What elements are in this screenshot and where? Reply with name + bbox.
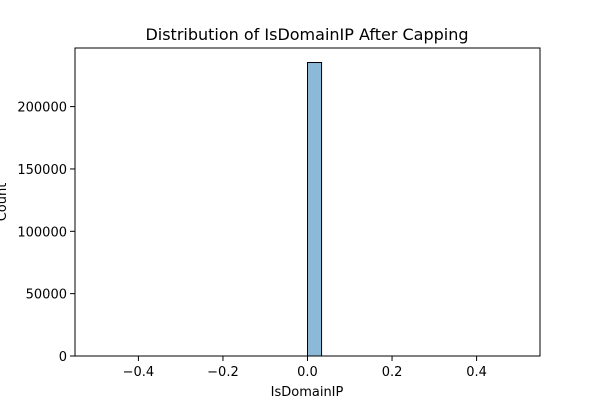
plot-area (74, 47, 541, 357)
y-tick-label: 200000 (17, 101, 67, 116)
chart-title: Distribution of IsDomainIP After Capping (145, 25, 468, 44)
y-axis-label: Count (0, 183, 10, 222)
y-tick-label: 100000 (17, 225, 67, 240)
bars-layer (307, 62, 323, 357)
y-tick-label: 150000 (17, 163, 67, 178)
x-tick-label: 0.4 (466, 365, 487, 380)
y-axis-ticks: 0 50000 100000 150000 200000 (17, 101, 75, 365)
x-tick-label: 0.2 (382, 365, 403, 380)
x-tick-label: −0.4 (123, 365, 155, 380)
x-axis-label: IsDomainIP (271, 385, 344, 400)
histogram-bar-0 (307, 62, 323, 357)
y-tick-label: 50000 (26, 288, 67, 303)
x-axis-ticks: −0.4 −0.2 0.0 0.2 0.4 (123, 356, 487, 380)
x-tick-label: −0.2 (207, 365, 239, 380)
x-tick-label: 0.0 (297, 365, 318, 380)
y-tick-label: 0 (59, 350, 67, 365)
